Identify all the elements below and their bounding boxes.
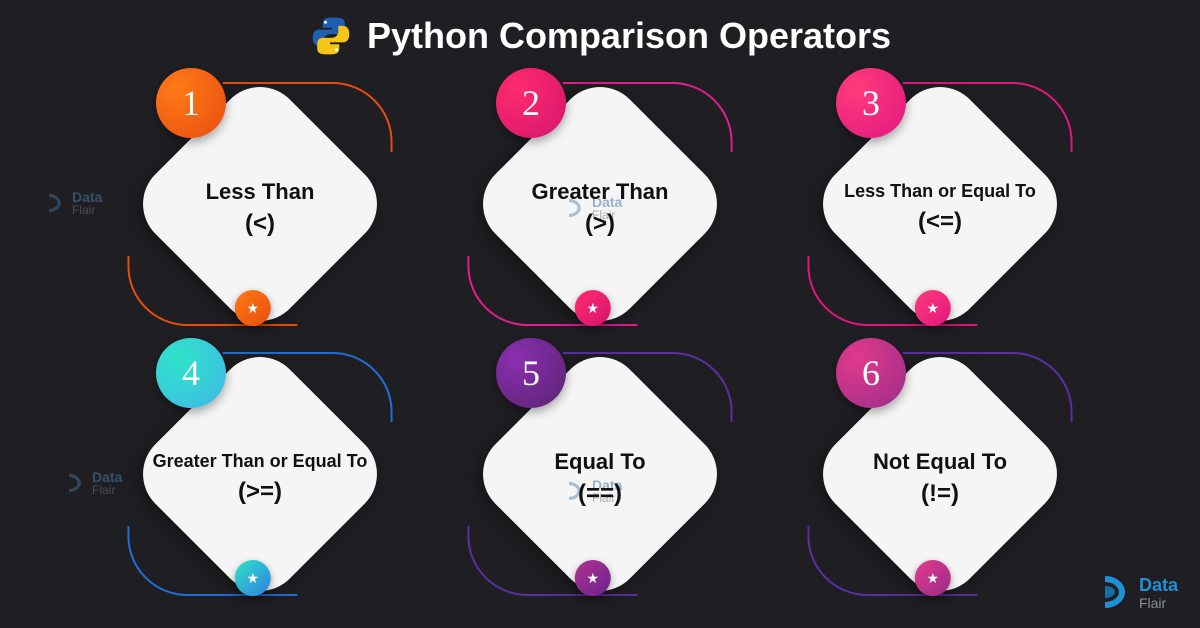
card-operator: (>) — [490, 210, 710, 238]
number-badge: 4 — [156, 338, 226, 408]
python-logo-icon — [309, 14, 353, 58]
operator-card: Greater Than or Equal To(>=)4★ — [110, 344, 410, 604]
operator-card: Greater Than(>)2★ — [450, 74, 750, 334]
card-title: Equal To — [490, 449, 710, 474]
star-icon: ★ — [575, 560, 611, 596]
card-title: Less Than — [150, 179, 370, 204]
star-icon: ★ — [575, 290, 611, 326]
card-operator: (>=) — [150, 478, 370, 506]
star-icon: ★ — [915, 290, 951, 326]
number-badge: 6 — [836, 338, 906, 408]
card-text: Not Equal To (!=) — [830, 449, 1050, 508]
header: Python Comparison Operators — [0, 0, 1200, 66]
number-badge: 2 — [496, 68, 566, 138]
card-title: Less Than or Equal To — [830, 181, 1050, 202]
card-operator: (<) — [150, 210, 370, 238]
brand-logo: Data Flair — [1091, 572, 1178, 612]
page-title: Python Comparison Operators — [367, 15, 891, 57]
operator-card: Not Equal To(!=)6★ — [790, 344, 1090, 604]
star-icon: ★ — [235, 560, 271, 596]
number-badge: 1 — [156, 68, 226, 138]
brand-top: Data — [1139, 575, 1178, 596]
card-text: Greater Than or Equal To (>=) — [150, 451, 370, 506]
brand-bottom: Flair — [1139, 596, 1178, 610]
card-text: Equal To (==) — [490, 449, 710, 508]
brand-logo-icon — [1091, 572, 1131, 612]
card-title: Greater Than or Equal To — [150, 451, 370, 472]
card-title: Greater Than — [490, 179, 710, 204]
card-operator: (!=) — [830, 480, 1050, 508]
star-icon: ★ — [235, 290, 271, 326]
operator-card: Equal To(==)5★ — [450, 344, 750, 604]
operator-card: Less Than or Equal To(<=)3★ — [790, 74, 1090, 334]
card-operator: (<=) — [830, 208, 1050, 236]
number-badge: 5 — [496, 338, 566, 408]
card-title: Not Equal To — [830, 449, 1050, 474]
number-badge: 3 — [836, 68, 906, 138]
card-text: Less Than or Equal To (<=) — [830, 181, 1050, 236]
cards-grid: Less Than(<)1★Greater Than(>)2★Less Than… — [0, 74, 1200, 604]
operator-card: Less Than(<)1★ — [110, 74, 410, 334]
card-text: Less Than (<) — [150, 179, 370, 238]
star-icon: ★ — [915, 560, 951, 596]
card-operator: (==) — [490, 480, 710, 508]
card-text: Greater Than (>) — [490, 179, 710, 238]
